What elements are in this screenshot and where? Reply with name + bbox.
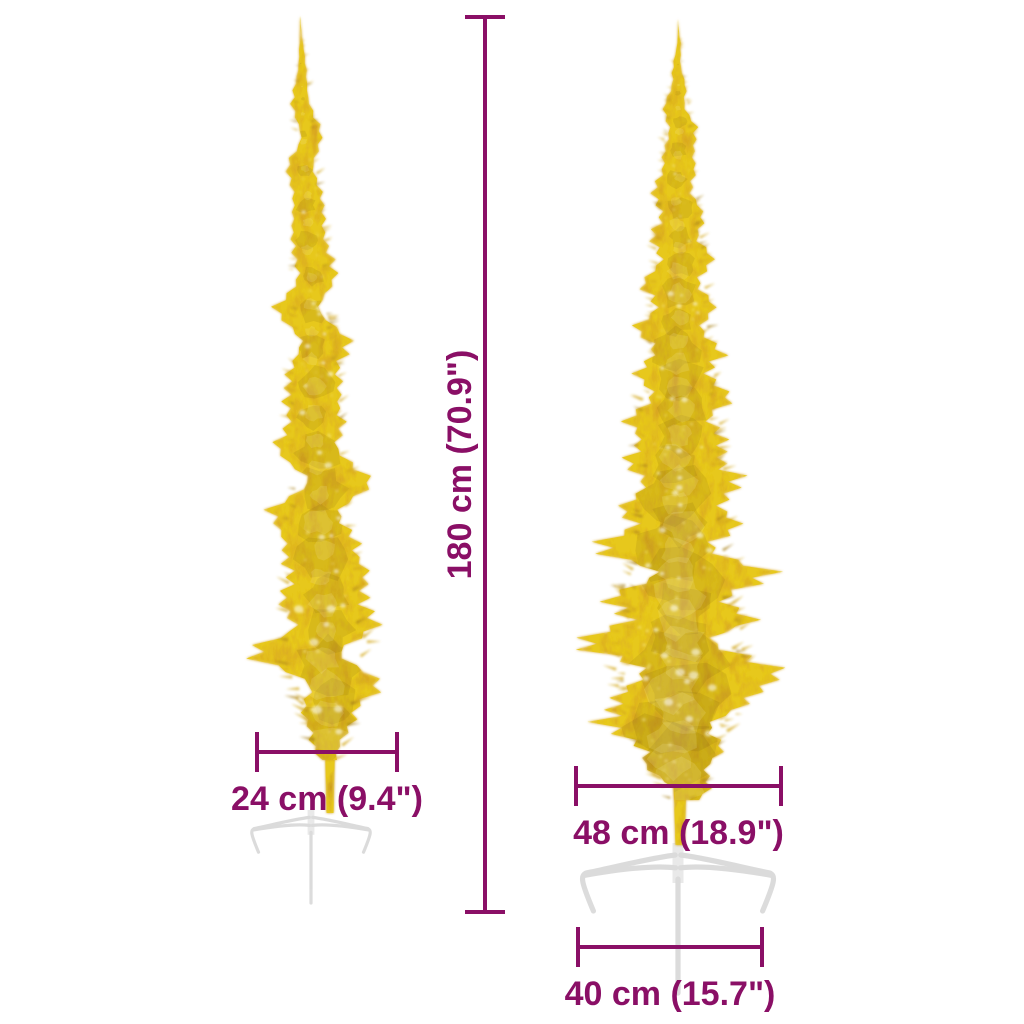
svg-text:24 cm (9.4"): 24 cm (9.4") — [231, 780, 423, 818]
svg-text:48 cm (18.9"): 48 cm (18.9") — [573, 814, 784, 852]
svg-text:40 cm (15.7"): 40 cm (15.7") — [565, 975, 776, 1013]
svg-text:180 cm (70.9"): 180 cm (70.9") — [441, 350, 479, 580]
